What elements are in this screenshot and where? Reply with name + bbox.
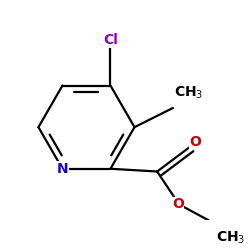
Text: O: O	[190, 135, 202, 149]
Text: CH$_3$: CH$_3$	[216, 230, 246, 246]
Text: CH$_3$: CH$_3$	[174, 85, 204, 101]
Text: N: N	[57, 162, 68, 176]
Text: O: O	[172, 198, 184, 211]
Text: Cl: Cl	[103, 33, 118, 47]
